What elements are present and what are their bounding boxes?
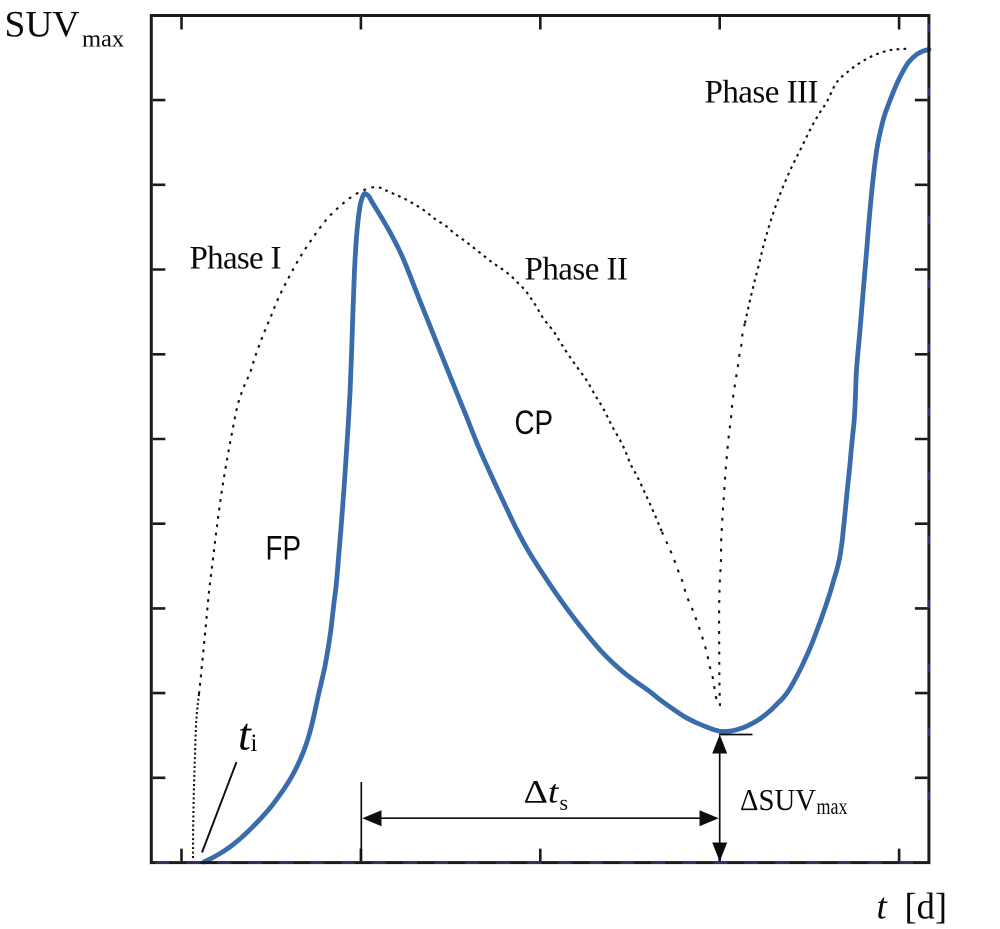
svg-text:max: max — [817, 794, 848, 819]
svg-text:Phase III: Phase III — [705, 75, 819, 111]
svg-text:SUV: SUV — [5, 4, 80, 45]
svg-text:max: max — [82, 26, 124, 53]
svg-text:Δt: Δt — [524, 774, 560, 810]
svg-text:Phase I: Phase I — [190, 241, 282, 277]
svg-text:t: t — [238, 709, 252, 760]
svg-text:i: i — [251, 730, 258, 757]
svg-text:CP: CP — [515, 404, 554, 442]
svg-text:FP: FP — [266, 530, 302, 568]
svg-text:Phase II: Phase II — [525, 251, 629, 287]
svg-text:ΔSUV: ΔSUV — [740, 782, 817, 817]
svg-text:t: t — [877, 887, 889, 928]
svg-text:s: s — [560, 790, 569, 815]
svg-text:[d]: [d] — [905, 886, 948, 927]
